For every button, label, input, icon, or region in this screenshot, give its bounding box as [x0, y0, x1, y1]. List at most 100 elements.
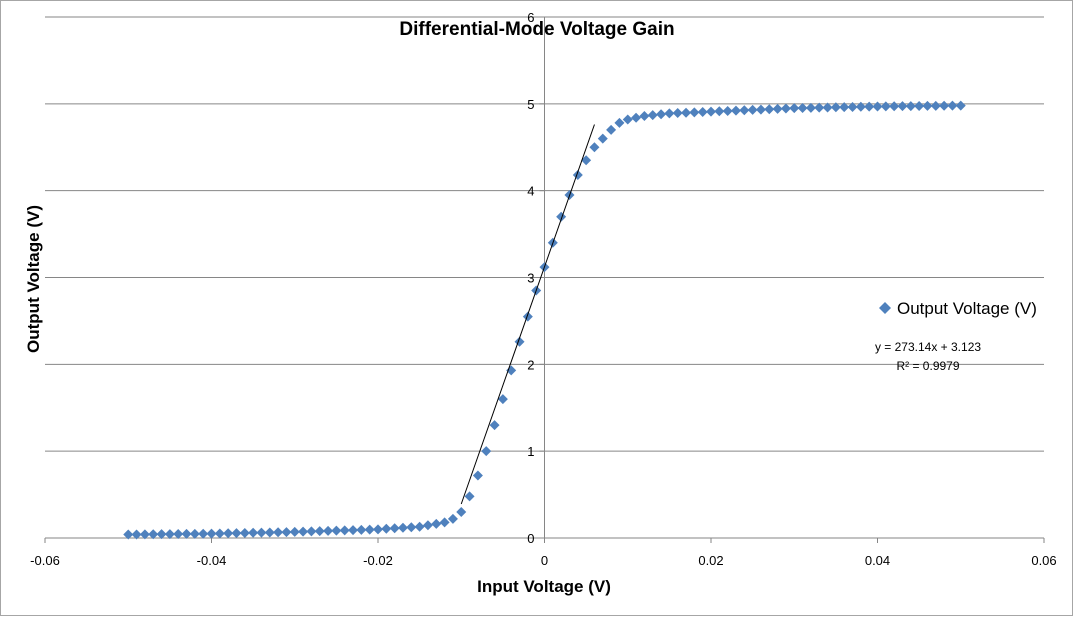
- data-point: [422, 520, 433, 531]
- data-point: [780, 103, 791, 114]
- data-point: [223, 528, 234, 539]
- data-point: [897, 101, 908, 112]
- y-tick-label: 3: [527, 271, 534, 286]
- data-point: [456, 506, 467, 517]
- data-point: [581, 155, 592, 166]
- trendline: [460, 124, 595, 505]
- data-point: [497, 394, 508, 405]
- data-point: [256, 527, 267, 538]
- data-point: [289, 526, 300, 537]
- data-point: [364, 524, 375, 535]
- data-point: [614, 117, 625, 128]
- y-tick-label: 2: [527, 357, 534, 372]
- y-tick-label: 4: [527, 184, 534, 199]
- data-point: [822, 102, 833, 113]
- data-point: [273, 527, 284, 538]
- x-tick-label: 0.04: [865, 553, 890, 568]
- data-point: [830, 102, 841, 113]
- data-point: [281, 527, 292, 538]
- y-tick-label: 0: [527, 531, 534, 546]
- x-tick-label: -0.02: [363, 553, 393, 568]
- data-point: [356, 524, 367, 535]
- data-point: [947, 100, 958, 111]
- data-point: [631, 112, 642, 123]
- data-point: [248, 527, 259, 538]
- data-point: [805, 102, 816, 113]
- data-point: [131, 529, 142, 540]
- x-tick-label: -0.04: [197, 553, 227, 568]
- data-point: [431, 518, 442, 529]
- data-point: [647, 110, 658, 121]
- data-point: [348, 525, 359, 536]
- data-point: [656, 109, 667, 120]
- data-point: [714, 106, 725, 117]
- data-point: [173, 529, 184, 540]
- data-point: [464, 491, 475, 502]
- data-point: [905, 101, 916, 112]
- x-tick-label: 0.02: [698, 553, 723, 568]
- data-point: [664, 108, 675, 119]
- trendline-equation: y = 273.14x + 3.123: [875, 340, 981, 354]
- x-axis-title: Input Voltage (V): [477, 577, 611, 596]
- data-point: [339, 525, 350, 536]
- data-point: [198, 528, 209, 539]
- data-point: [472, 470, 483, 481]
- data-point: [922, 100, 933, 111]
- data-point: [489, 420, 500, 431]
- y-tick-labels: 0 1 2 3 4 5 6: [527, 10, 534, 546]
- data-point: [722, 105, 733, 116]
- data-point: [939, 100, 950, 111]
- data-markers: [123, 100, 966, 540]
- data-point: [880, 101, 891, 112]
- data-point: [447, 513, 458, 524]
- data-point: [622, 114, 633, 125]
- data-point: [164, 529, 175, 540]
- data-point: [797, 103, 808, 114]
- data-point: [864, 101, 875, 112]
- data-point: [839, 102, 850, 113]
- data-point: [889, 101, 900, 112]
- x-tick-label: 0: [541, 553, 548, 568]
- data-point: [606, 124, 617, 135]
- data-point: [772, 103, 783, 114]
- data-point: [156, 529, 167, 540]
- legend-label: Output Voltage (V): [897, 299, 1037, 318]
- data-point: [389, 523, 400, 534]
- y-tick-label: 6: [527, 10, 534, 25]
- data-point: [439, 517, 450, 528]
- data-point: [239, 527, 250, 538]
- data-point: [814, 102, 825, 113]
- data-point: [397, 522, 408, 533]
- chart-title: Differential-Mode Voltage Gain: [399, 19, 674, 40]
- data-point: [789, 103, 800, 114]
- y-tick-label: 5: [527, 97, 534, 112]
- data-point: [481, 446, 492, 457]
- data-point: [314, 526, 325, 537]
- data-point: [955, 100, 966, 111]
- data-point: [589, 142, 600, 153]
- data-point: [522, 311, 533, 322]
- data-point: [298, 526, 309, 537]
- axes: [44, 16, 1045, 543]
- data-point: [331, 525, 342, 536]
- data-point: [406, 522, 417, 533]
- data-point: [697, 106, 708, 117]
- data-point: [123, 529, 134, 540]
- data-point: [148, 529, 159, 540]
- y-tick-label: 1: [527, 444, 534, 459]
- data-point: [730, 105, 741, 116]
- x-tick-label: 0.06: [1031, 553, 1056, 568]
- legend-diamond-icon: [879, 302, 891, 314]
- data-point: [139, 529, 150, 540]
- data-point: [264, 527, 275, 538]
- data-point: [747, 104, 758, 115]
- data-point: [855, 101, 866, 112]
- data-point: [181, 528, 192, 539]
- data-point: [689, 107, 700, 118]
- data-point: [930, 100, 941, 111]
- data-point: [739, 105, 750, 116]
- data-point: [755, 104, 766, 115]
- data-point: [189, 528, 200, 539]
